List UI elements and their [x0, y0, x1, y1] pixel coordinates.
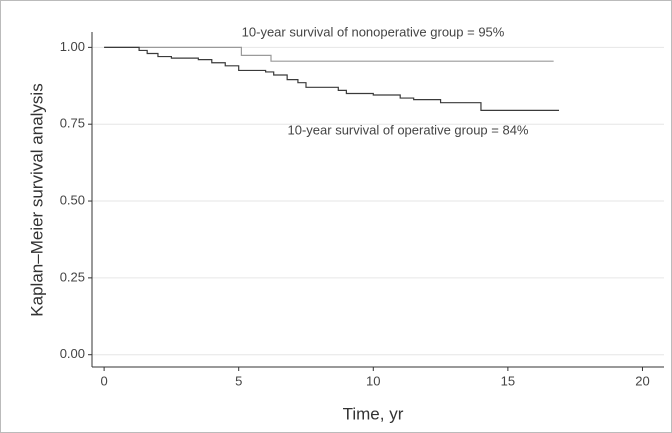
x-tick-label: 10 — [366, 373, 380, 388]
y-tick-label: 1.00 — [60, 39, 85, 54]
x-axis-label: Time, yr — [343, 404, 404, 423]
y-tick-label: 0.25 — [60, 269, 85, 284]
annotation: 10-year survival of operative group = 84… — [288, 122, 529, 137]
y-tick-label: 0.75 — [60, 116, 85, 131]
x-tick-label: 15 — [501, 373, 515, 388]
survival-curve — [104, 46, 560, 111]
x-tick-label: 5 — [235, 373, 242, 388]
y-axis-label: Kaplan–Meier survival analysis — [27, 83, 46, 316]
x-tick-label: 0 — [100, 373, 107, 388]
y-tick-label: 0.00 — [60, 346, 85, 361]
y-tick-label: 0.50 — [60, 192, 85, 207]
x-tick-label: 20 — [635, 373, 649, 388]
annotation: 10-year survival of nonoperative group =… — [242, 24, 505, 39]
